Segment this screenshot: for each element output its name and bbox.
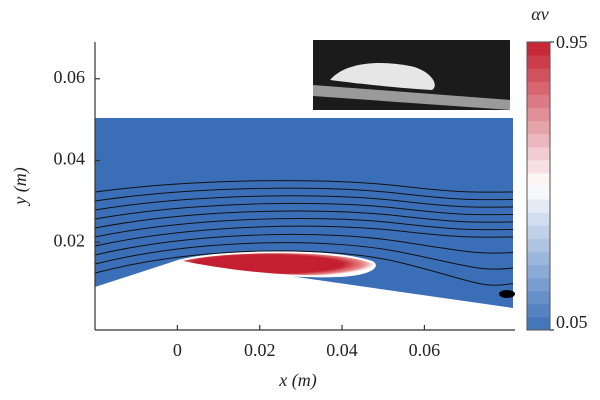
y-axis-label: y (m): [10, 167, 31, 206]
y-tick-label: 0.04: [54, 149, 86, 169]
photo-hydrofoil: [313, 85, 510, 110]
streamline: [94, 233, 514, 256]
x-tick-label: 0.04: [326, 340, 358, 360]
colorbar-band: [527, 251, 550, 266]
colorbar-band: [527, 303, 550, 318]
y-tick-label: 0.02: [54, 230, 86, 250]
colorbar-band: [527, 290, 550, 305]
colorbar-band: [527, 199, 550, 213]
colorbar-band: [527, 120, 550, 135]
colorbar-tick-label: 0.95: [556, 32, 588, 52]
streamline: [94, 242, 514, 270]
colorbar-band: [527, 238, 550, 252]
streamlines: [94, 180, 514, 286]
photo-cavity: [330, 62, 435, 90]
colorbar-tick-label: 0.05: [556, 312, 588, 332]
streamline: [94, 187, 514, 202]
colorbar-band: [527, 107, 550, 122]
colorbar-band: [527, 94, 550, 108]
colorbar-band: [527, 264, 550, 279]
colorbar-label: αv: [531, 4, 548, 24]
colorbar-band: [527, 277, 550, 292]
x-tick-label: 0.06: [409, 340, 441, 360]
inset-photo: [313, 40, 510, 110]
streamline: [94, 210, 514, 229]
streamline: [94, 218, 514, 238]
streamline: [94, 195, 514, 211]
colorbar-band: [527, 225, 550, 239]
colorbar-band: [527, 146, 550, 161]
colorbar-band: [527, 55, 550, 69]
colorbar-band: [527, 133, 550, 148]
x-tick-label: 0: [173, 340, 182, 360]
colorbar-frame: [526, 41, 551, 331]
colorbar-band: [527, 68, 550, 82]
streamline: [94, 250, 514, 286]
x-axis-label: x (m): [278, 370, 316, 391]
colorbar-band: [527, 81, 550, 95]
colorbar-band: [527, 186, 550, 200]
colorbar: 0.05 0.95: [526, 32, 588, 332]
y-tick-label: 0.06: [54, 67, 86, 87]
contour-field: [95, 118, 515, 308]
colorbar-band: [527, 212, 550, 226]
colorbar-band: [527, 42, 550, 56]
colorbar-band: [527, 159, 550, 174]
streamline: [94, 202, 514, 220]
streamline: [94, 180, 514, 193]
colorbar-band: [527, 316, 550, 331]
cavity: [177, 251, 376, 278]
vortex: [499, 290, 515, 298]
x-tick-label: 0.02: [244, 340, 276, 360]
streamline: [94, 225, 514, 247]
colorbar-band: [527, 172, 550, 187]
